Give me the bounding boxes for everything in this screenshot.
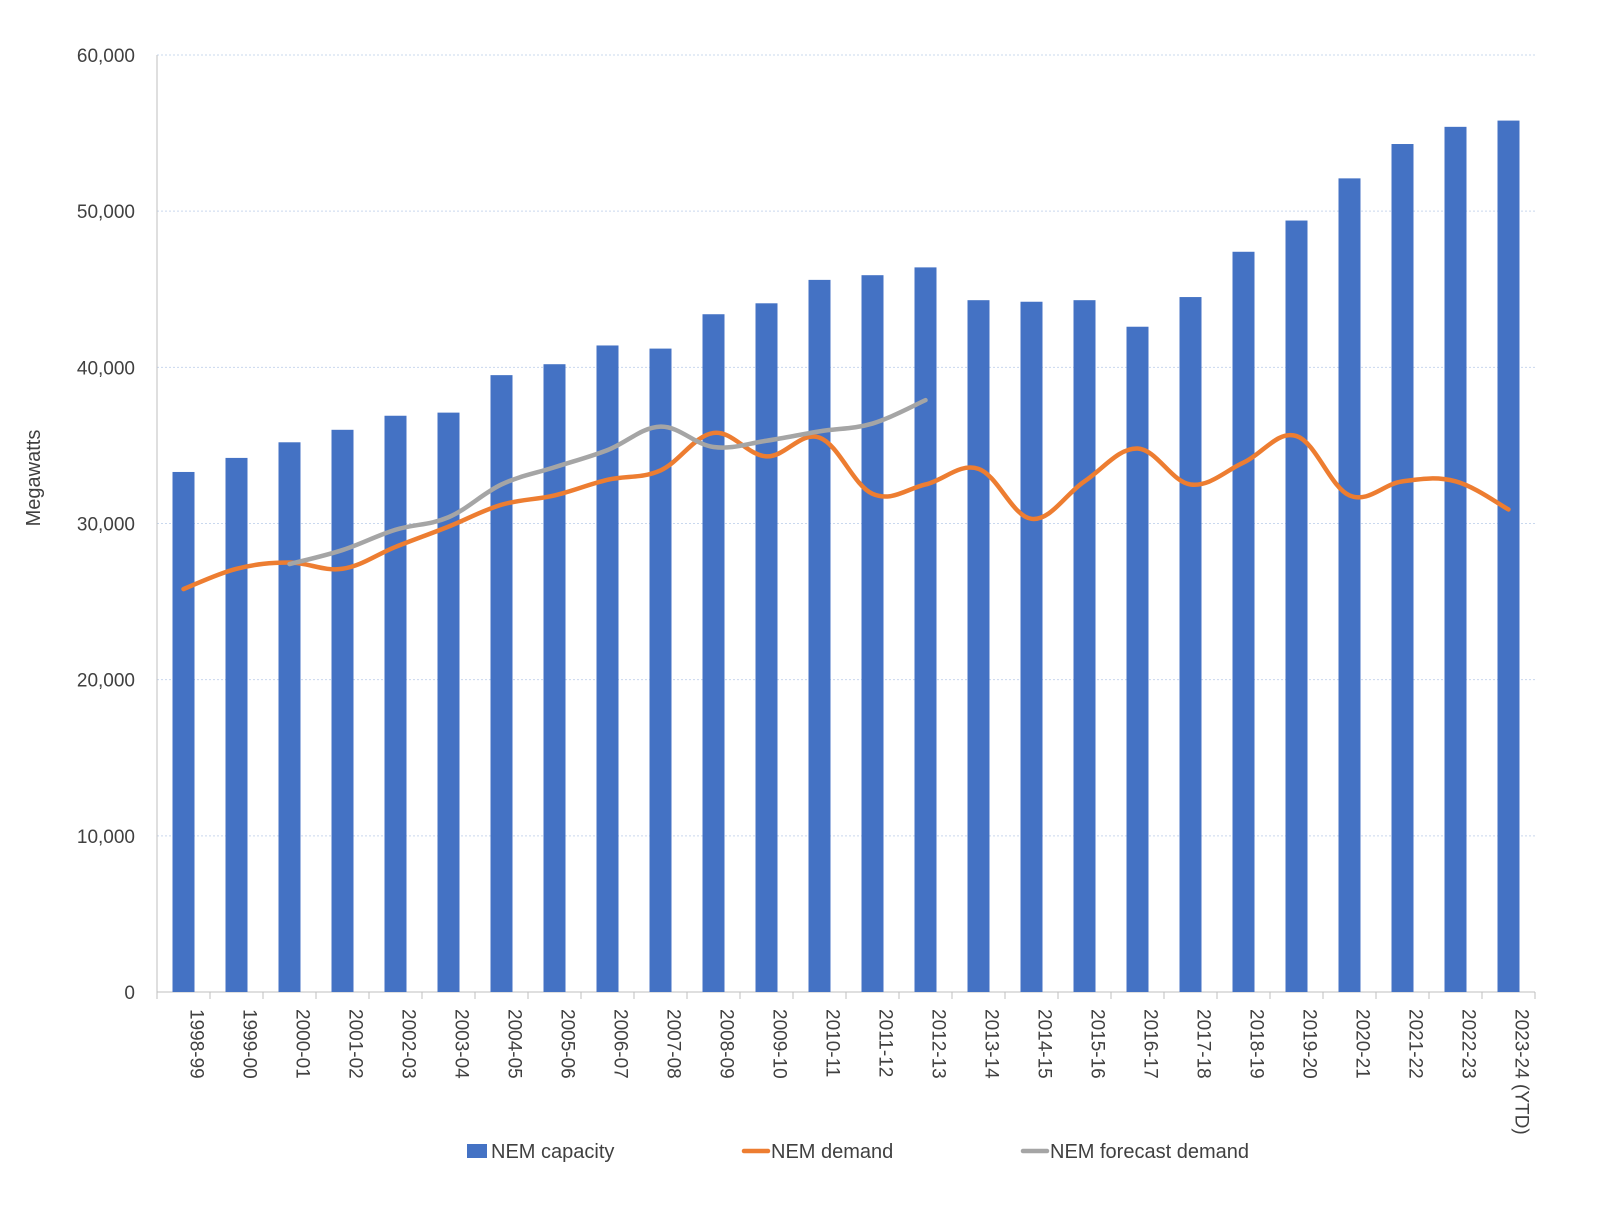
bar-series [172,120,1520,993]
x-tick-label: 2004-05 [504,1009,525,1079]
x-tick-label: 2013-14 [981,1009,1002,1079]
bar-2003-04 [437,412,460,992]
bar-2010-11 [808,279,831,992]
x-tick-label: 2014-15 [1034,1009,1055,1079]
x-tick-label: 1998-99 [186,1009,207,1079]
x-tick-label: 2000-01 [292,1009,313,1079]
x-tick-label: 2019-20 [1299,1009,1320,1079]
y-tick-label: 30,000 [77,515,135,536]
bar-2011-12 [861,275,884,992]
bar-2020-21 [1338,178,1361,992]
legend-item-nem-capacity: NEM capacity [467,1141,614,1163]
legend: NEM capacity NEM demand NEM forecast deman… [467,1141,1249,1163]
gridlines [157,54,1535,837]
bar-2021-22 [1391,144,1414,992]
x-tick-label: 2015-16 [1087,1009,1108,1079]
bar-2001-02 [331,429,354,992]
bar-2015-16 [1073,300,1096,993]
x-tick-label: 2003-04 [451,1009,472,1079]
bar-2004-05 [490,375,513,992]
legend-label: NEM capacity [491,1141,614,1163]
bar-1998-99 [172,471,195,993]
y-tick-label: 20,000 [77,671,135,692]
x-tick-label: 2012-13 [928,1009,949,1079]
y-tick-label: 60,000 [77,46,135,67]
line-nem-demand [181,430,1511,592]
legend-item-nem-demand: NEM demand [741,1141,893,1163]
y-tick-labels: 0 10,000 20,000 30,000 40,000 50,000 60,000 [77,46,135,1004]
bar-2022-23 [1444,126,1467,992]
y-tick-label: 0 [124,983,135,1004]
x-tick-label: 1999-00 [239,1009,260,1079]
x-tick-label: 2002-03 [398,1009,419,1079]
bar-2014-15 [1020,301,1043,992]
line-nem-forecast-demand [287,397,928,567]
axes [156,55,1536,999]
x-tick-label: 2009-10 [769,1009,790,1079]
bar-2000-01 [278,442,301,992]
bar-2017-18 [1179,297,1202,992]
bar-2023-24 (YTD) [1497,120,1520,993]
y-tick-label: 40,000 [77,358,135,379]
bar-2002-03 [384,415,407,992]
x-tick-label: 2016-17 [1140,1009,1161,1079]
x-tick-label: 2010-11 [822,1009,843,1077]
x-tick-label: 2020-21 [1352,1009,1373,1079]
x-tick-label: 2021-22 [1405,1009,1426,1079]
bar-2016-17 [1126,326,1149,993]
bar-2007-08 [649,348,672,992]
bar-1999-00 [225,457,248,992]
x-tick-label: 2022-23 [1458,1009,1479,1079]
legend-swatch [467,1144,487,1158]
x-tick-label: 2005-06 [557,1009,578,1079]
x-tick-label: 2008-09 [716,1009,737,1079]
x-tick-label: 2006-07 [610,1009,631,1079]
x-tick-labels: 1998-99 1999-00 2000-01 2001-02 2002-03 2003-… [186,1009,1532,1135]
legend-item-nem-forecast-demand: NEM forecast demand [1020,1141,1249,1163]
bar-2009-10 [755,303,778,992]
line-series [181,397,1511,592]
bar-2018-19 [1232,251,1255,992]
y-tick-label: 10,000 [77,827,135,848]
bar-2005-06 [543,364,566,993]
bar-2006-07 [596,345,619,993]
x-tick-label: 2018-19 [1246,1009,1267,1079]
x-tick-label: 2017-18 [1193,1009,1214,1079]
bar-2013-14 [967,300,990,993]
x-tick-label: 2007-08 [663,1009,684,1079]
x-tick-label: 2011-12 [875,1009,896,1077]
y-axis-label: Megawatts [23,430,45,527]
x-tick-label: 2023-24 (YTD) [1511,1009,1532,1135]
legend-label: NEM forecast demand [1050,1141,1249,1163]
y-tick-label: 50,000 [77,202,135,223]
bar-2019-20 [1285,220,1308,992]
legend-label: NEM demand [771,1141,893,1163]
bar-2008-09 [702,314,725,992]
x-tick-label: 2001-02 [345,1009,366,1079]
bar-2012-13 [914,267,937,992]
